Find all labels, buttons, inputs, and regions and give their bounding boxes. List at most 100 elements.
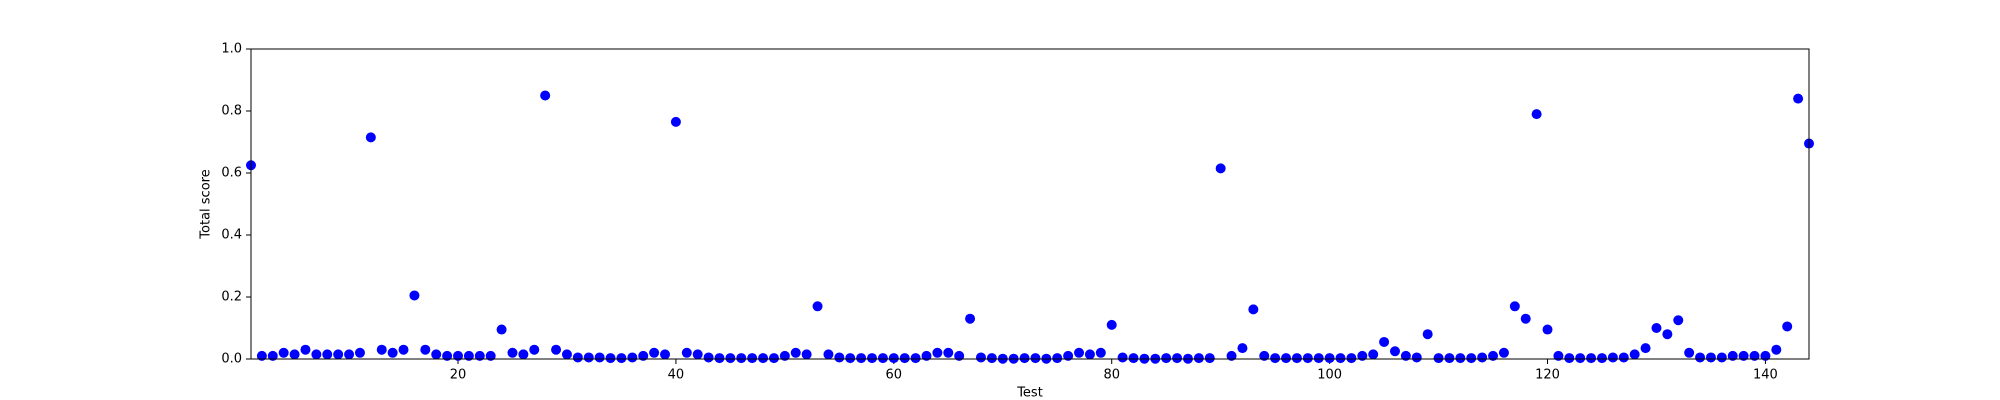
point	[779, 350, 790, 361]
point	[1477, 352, 1488, 363]
point	[409, 290, 420, 301]
point	[376, 344, 387, 355]
point	[1030, 353, 1041, 364]
point	[1237, 343, 1248, 354]
point	[1379, 336, 1390, 347]
x-tick-label: 100	[1317, 368, 1342, 383]
point	[932, 347, 943, 358]
point	[463, 350, 474, 361]
point	[790, 347, 801, 358]
point	[1738, 350, 1749, 361]
point	[845, 353, 856, 364]
point	[1172, 353, 1183, 364]
point	[496, 324, 507, 335]
point	[812, 301, 823, 312]
point	[1368, 349, 1379, 360]
x-tick-label: 120	[1535, 368, 1560, 383]
point	[529, 344, 540, 355]
point	[1346, 353, 1357, 364]
point	[605, 353, 616, 364]
point	[256, 350, 267, 361]
point	[1673, 315, 1684, 326]
point	[1488, 350, 1499, 361]
point	[801, 349, 812, 360]
x-tick-label: 140	[1753, 368, 1778, 383]
point	[1531, 109, 1542, 120]
y-tick-label: 0.0	[221, 352, 242, 367]
point	[921, 350, 932, 361]
x-axis-label: Test	[1016, 386, 1043, 400]
y-axis-label: Total score	[199, 169, 214, 239]
plot-frame	[250, 48, 1810, 360]
point	[453, 350, 464, 361]
point	[1106, 319, 1117, 330]
point	[1117, 352, 1128, 363]
point	[1422, 329, 1433, 340]
point	[758, 353, 769, 364]
point	[954, 350, 965, 361]
x-tick-label: 60	[886, 368, 903, 383]
point	[1215, 163, 1226, 174]
point	[1302, 353, 1313, 364]
y-tick-label: 0.2	[221, 290, 242, 305]
point	[1705, 352, 1716, 363]
point	[1542, 324, 1553, 335]
point	[551, 344, 562, 355]
point	[660, 349, 671, 360]
point	[485, 350, 496, 361]
point	[1520, 313, 1531, 324]
point	[1509, 301, 1520, 312]
point	[344, 349, 355, 360]
point	[965, 313, 976, 324]
point	[1095, 347, 1106, 358]
point	[910, 353, 921, 364]
point	[1270, 353, 1281, 364]
point	[1389, 346, 1400, 357]
x-tick-label: 80	[1103, 368, 1120, 383]
point	[1291, 353, 1302, 364]
point	[1281, 353, 1292, 364]
point	[768, 353, 779, 364]
point	[518, 349, 529, 360]
point	[1716, 352, 1727, 363]
point	[670, 116, 681, 127]
point	[442, 350, 453, 361]
point	[1575, 353, 1586, 364]
point	[1335, 353, 1346, 364]
point	[714, 353, 725, 364]
point	[1313, 353, 1324, 364]
point	[1727, 350, 1738, 361]
point	[1586, 353, 1597, 364]
point	[1128, 353, 1139, 364]
point	[1684, 347, 1695, 358]
point	[1695, 352, 1706, 363]
point	[649, 347, 660, 358]
point	[322, 349, 333, 360]
point	[1193, 353, 1204, 364]
point	[1662, 329, 1673, 340]
point	[1596, 353, 1607, 364]
point	[1259, 350, 1270, 361]
point	[354, 347, 365, 358]
point	[1074, 347, 1085, 358]
point	[692, 349, 703, 360]
point	[1063, 350, 1074, 361]
point	[1782, 321, 1793, 332]
point	[1607, 352, 1618, 363]
point	[681, 347, 692, 358]
point	[398, 344, 409, 355]
point	[1651, 323, 1662, 333]
point	[1357, 350, 1368, 361]
point	[333, 349, 344, 360]
point	[1400, 350, 1411, 361]
point	[616, 353, 627, 364]
point	[986, 353, 997, 364]
point	[627, 352, 638, 363]
y-tick-label: 0.8	[221, 104, 242, 119]
point	[747, 353, 758, 364]
point	[1618, 352, 1629, 363]
point	[1324, 353, 1335, 364]
point	[1411, 352, 1422, 363]
point	[834, 352, 845, 363]
